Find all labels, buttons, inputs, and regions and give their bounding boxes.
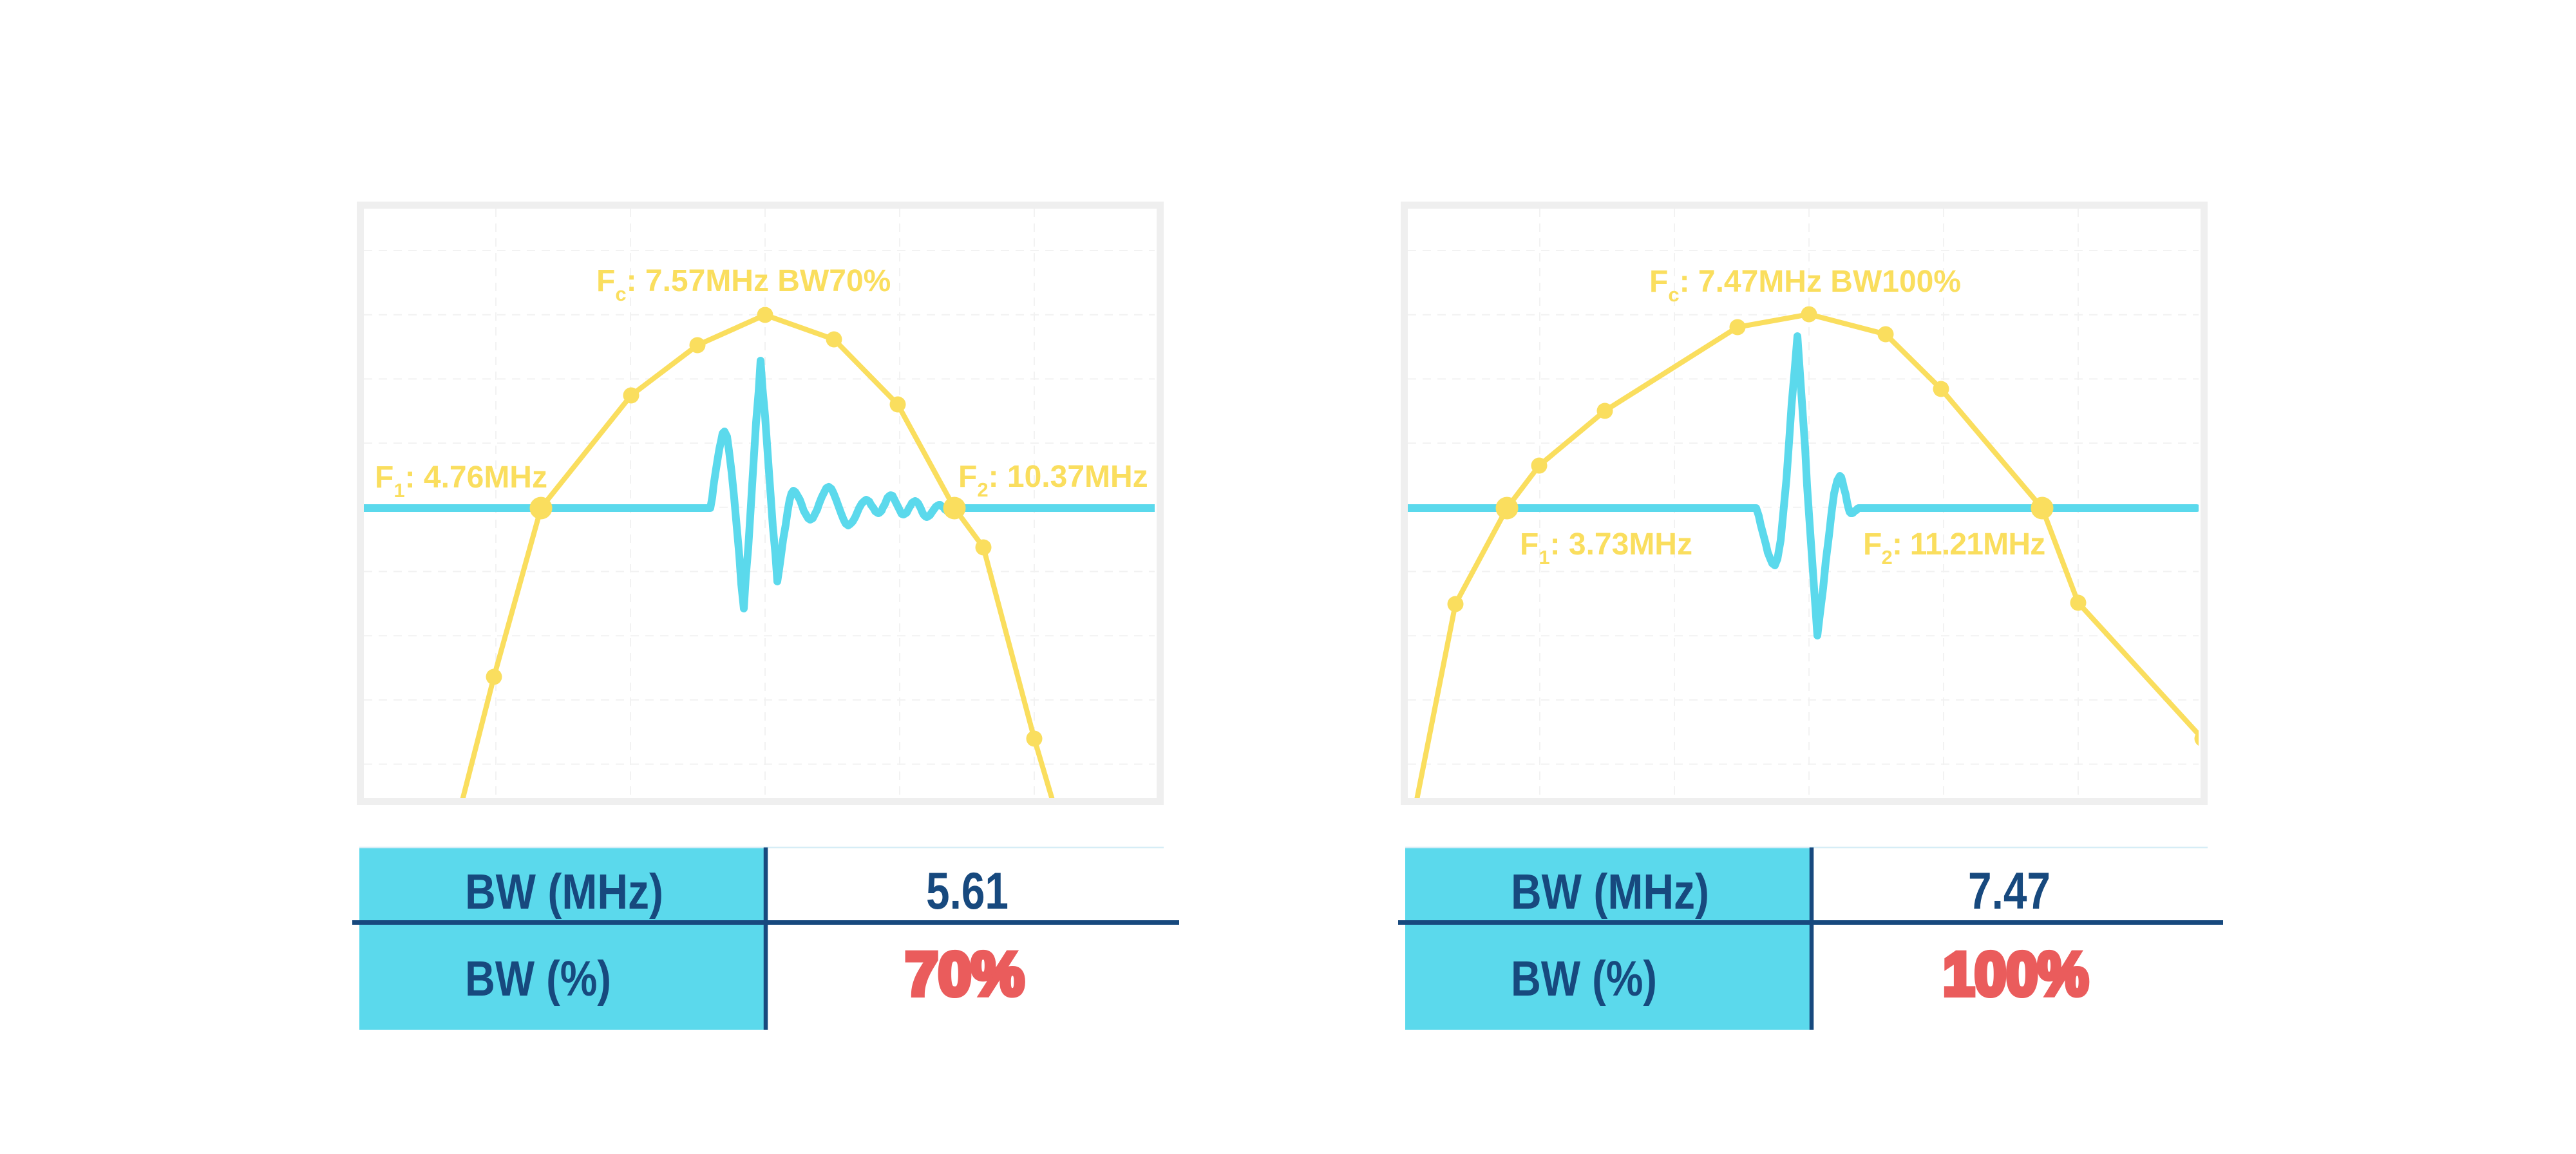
svg-text:BW (%): BW (%) <box>465 951 611 1007</box>
svg-text:100%: 100% <box>1943 940 2088 1008</box>
svg-text:BW (%): BW (%) <box>1511 951 1657 1007</box>
svg-text:BW (MHz): BW (MHz) <box>1511 864 1709 920</box>
svg-text:5.61: 5.61 <box>926 862 1009 920</box>
svg-text:7.47: 7.47 <box>1968 862 2050 920</box>
svg-text:70%: 70% <box>905 940 1025 1008</box>
svg-text:BW (MHz): BW (MHz) <box>465 864 663 920</box>
